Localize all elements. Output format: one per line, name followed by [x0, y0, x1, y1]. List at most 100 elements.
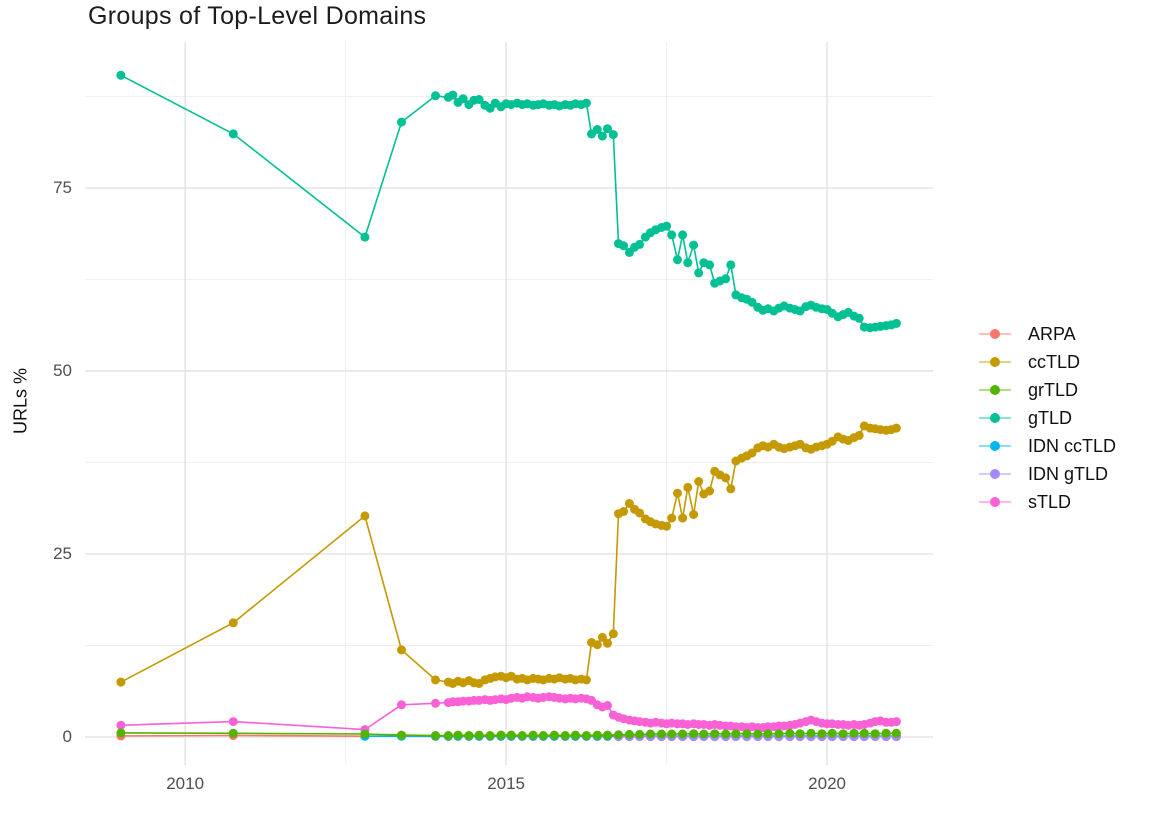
data-point-gtld — [678, 230, 688, 240]
data-point-gtld — [474, 95, 484, 104]
data-point-stld — [891, 717, 901, 727]
legend-label: IDN ccTLD — [1028, 435, 1117, 456]
data-point-grtld — [859, 728, 869, 738]
data-point-cctld — [891, 423, 901, 433]
data-point-grtld — [603, 730, 612, 740]
data-point-grtld — [581, 731, 591, 740]
data-point-grtld — [431, 731, 440, 740]
data-point-grtld — [806, 728, 816, 738]
data-point-grtld — [635, 729, 645, 739]
data-point-stld — [603, 701, 612, 710]
data-point-gtld — [683, 258, 693, 268]
legend-label: gTLD — [1028, 407, 1073, 428]
chart-title: Groups of Top-Level Domains — [88, 2, 427, 30]
data-point-grtld — [624, 729, 634, 739]
data-point-grtld — [657, 729, 666, 739]
data-point-grtld — [763, 729, 773, 739]
y-tick-label: 50 — [53, 361, 72, 380]
data-point-grtld — [849, 728, 859, 738]
legend-item-stld: sTLD — [978, 488, 1071, 516]
data-point-grtld — [689, 729, 699, 739]
data-point-cctld — [592, 640, 602, 650]
data-point-cctld — [619, 507, 629, 516]
data-point-cctld — [581, 675, 591, 685]
data-point-gtld — [116, 70, 126, 80]
data-point-grtld — [891, 728, 901, 738]
data-point-cctld — [705, 486, 715, 496]
legend-item-idn-gtld: IDN gTLD — [978, 460, 1108, 488]
legend-key-icon — [979, 385, 1011, 395]
data-point-cctld — [683, 482, 693, 492]
data-point-gtld — [608, 130, 618, 140]
data-point-grtld — [453, 730, 463, 740]
data-point-stld — [431, 698, 440, 708]
series-line-gtld — [120, 74, 897, 329]
data-point-gtld — [694, 268, 704, 278]
data-point-grtld — [506, 730, 516, 740]
data-point-gtld — [747, 297, 757, 307]
data-point-gtld — [705, 260, 715, 270]
y-tick-label: 0 — [62, 726, 72, 746]
data-point-gtld — [667, 230, 677, 240]
data-point-stld — [397, 700, 406, 710]
data-point-cctld — [689, 510, 699, 519]
data-point-gtld — [448, 90, 458, 100]
data-point-cctld — [397, 645, 406, 655]
data-point-grtld — [592, 730, 602, 740]
legend-item-cctld: ccTLD — [978, 348, 1080, 376]
data-point-grtld — [753, 729, 763, 739]
data-point-stld — [228, 717, 238, 727]
data-point-gtld — [581, 98, 591, 108]
data-point-gtld — [360, 232, 370, 242]
data-point-grtld — [731, 729, 741, 739]
data-point-gtld — [228, 129, 238, 139]
data-point-cctld — [597, 632, 607, 642]
data-point-grtld — [870, 729, 880, 739]
y-tick-label: 75 — [53, 178, 72, 198]
legend-item-idn-cctld: IDN ccTLD — [978, 432, 1116, 460]
data-point-cctld — [726, 484, 736, 494]
data-point-cctld — [678, 513, 688, 523]
data-point-gtld — [673, 255, 682, 265]
data-point-gtld — [891, 318, 901, 328]
data-point-cctld — [608, 629, 618, 639]
legend-item-arpa: ARPA — [978, 320, 1076, 348]
data-point-gtld — [726, 260, 736, 270]
data-point-grtld — [496, 730, 506, 740]
legend-key-icon — [979, 441, 1011, 451]
data-point-gtld — [603, 124, 612, 134]
legend-item-gtld: gTLD — [978, 404, 1072, 432]
x-tick-label: 2020 — [808, 774, 846, 793]
data-point-grtld — [774, 729, 784, 739]
data-point-grtld — [485, 731, 495, 740]
legend-key-icon — [979, 413, 1011, 423]
data-point-cctld — [603, 638, 612, 648]
data-point-grtld — [528, 730, 538, 740]
data-point-grtld — [614, 730, 623, 740]
data-point-grtld — [646, 729, 655, 739]
data-point-grtld — [827, 728, 837, 738]
data-point-grtld — [678, 729, 688, 739]
data-point-gtld — [689, 240, 699, 250]
data-point-stld — [116, 720, 126, 730]
data-point-cctld — [721, 473, 731, 483]
data-point-grtld — [360, 729, 370, 739]
data-point-grtld — [721, 729, 731, 739]
data-point-gtld — [458, 94, 468, 104]
legend-key-icon — [979, 497, 1011, 507]
data-point-cctld — [624, 499, 634, 508]
data-point-grtld — [549, 730, 559, 740]
data-point-grtld — [710, 729, 720, 739]
data-point-grtld — [397, 730, 406, 740]
legend-key-icon — [979, 329, 1011, 339]
data-point-grtld — [817, 729, 827, 739]
data-point-grtld — [838, 729, 848, 739]
data-point-cctld — [667, 513, 677, 523]
data-point-grtld — [795, 729, 805, 739]
data-point-gtld — [721, 274, 731, 284]
legend-label: sTLD — [1028, 491, 1072, 512]
data-point-cctld — [116, 677, 126, 687]
legend-label: ARPA — [1028, 323, 1076, 344]
data-point-gtld — [397, 117, 406, 127]
